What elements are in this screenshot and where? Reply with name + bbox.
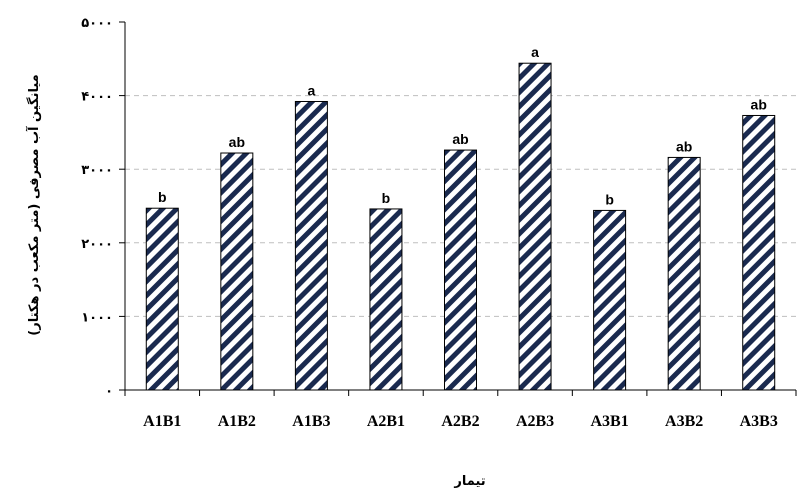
bar-A3B2 (667, 156, 701, 391)
bars (145, 62, 776, 391)
data-label: ab (751, 96, 767, 112)
x-tick-label: A2B1 (367, 413, 405, 430)
x-tick-label: A3B2 (665, 413, 703, 430)
bar-A1B3 (294, 100, 328, 391)
bar-A1B2 (220, 152, 254, 391)
y-axis-title: میانگین آب مصرفی (متر مکعب در هکتار) (25, 74, 42, 335)
data-label: b (382, 190, 391, 206)
y-tick-label: ۱۰۰۰ (81, 310, 113, 325)
y-tick-label: ۰ (105, 384, 113, 399)
y-tick-labels: ۰ ۱۰۰۰ ۲۰۰۰ ۳۰۰۰ ۴۰۰۰ ۵۰۰۰ (81, 16, 113, 399)
bar-A3B3 (742, 114, 776, 391)
data-label: a (531, 44, 539, 60)
bar-A1B1 (145, 207, 179, 391)
bar-A2B1 (369, 208, 403, 391)
bar-A3B1 (593, 209, 627, 391)
y-tick-label: ۵۰۰۰ (81, 16, 113, 31)
y-tick-label: ۳۰۰۰ (81, 163, 113, 178)
x-tick-label: A1B2 (218, 413, 256, 430)
bar-A2B3 (518, 62, 552, 391)
x-tick-label: A1B3 (292, 413, 330, 430)
axes (119, 21, 797, 396)
x-tick-label: A3B3 (740, 413, 778, 430)
x-tick-label: A3B1 (590, 413, 628, 430)
data-label: b (605, 191, 614, 207)
data-label: b (158, 189, 167, 205)
y-tick-label: ۲۰۰۰ (81, 237, 113, 252)
data-label: ab (452, 131, 468, 147)
x-tick-labels: A1B1 A1B2 A1B3 A2B1 A2B2 A2B3 A3B1 A3B2 A3B3 (143, 413, 778, 430)
x-tick-label: A2B3 (516, 413, 554, 430)
data-label: ab (676, 138, 692, 154)
data-label: a (307, 82, 315, 98)
x-axis-title: تیمار (453, 474, 485, 489)
data-label: ab (229, 134, 245, 150)
bar-A2B2 (444, 149, 477, 391)
x-tick-label: A1B1 (143, 413, 181, 430)
x-tick-label: A2B2 (441, 413, 479, 430)
y-tick-label: ۴۰۰۰ (81, 90, 113, 105)
